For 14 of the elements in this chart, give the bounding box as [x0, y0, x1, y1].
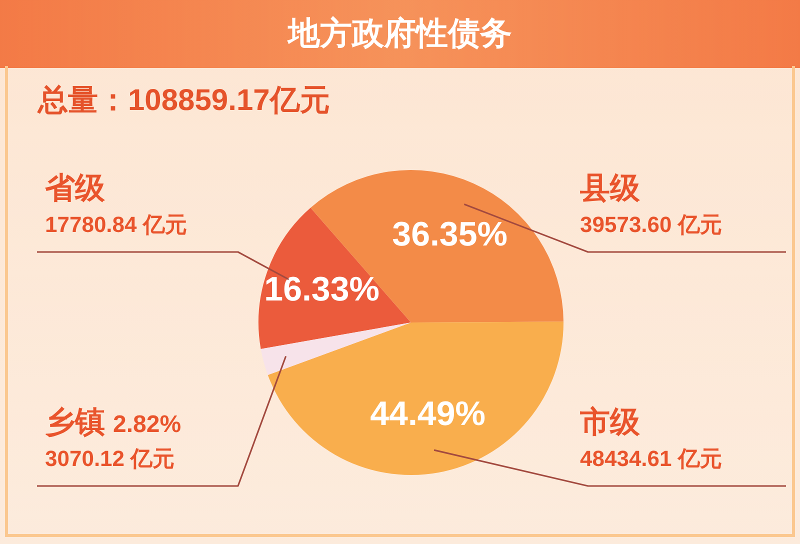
text: 44.49%: [370, 394, 486, 433]
data-label: 3070.12 亿元: [45, 446, 175, 471]
slice-label: 乡镇: [45, 406, 105, 439]
slice-label: 省级: [44, 172, 106, 205]
text: 16.33%: [264, 270, 380, 308]
data-label: 39573.60 亿元: [580, 212, 722, 237]
slice-label: 市级: [579, 405, 641, 439]
chart-title: 地方政府性债务: [286, 14, 513, 53]
text: 36.35%: [392, 216, 508, 254]
slice-label: 县级: [579, 172, 641, 205]
data-label: 48434.61 亿元: [580, 446, 722, 471]
data-label: 17780.84 亿元: [45, 212, 187, 237]
text: 2.82%: [113, 411, 182, 438]
chart-subtitle: 总量：108859.17亿元: [38, 83, 330, 119]
